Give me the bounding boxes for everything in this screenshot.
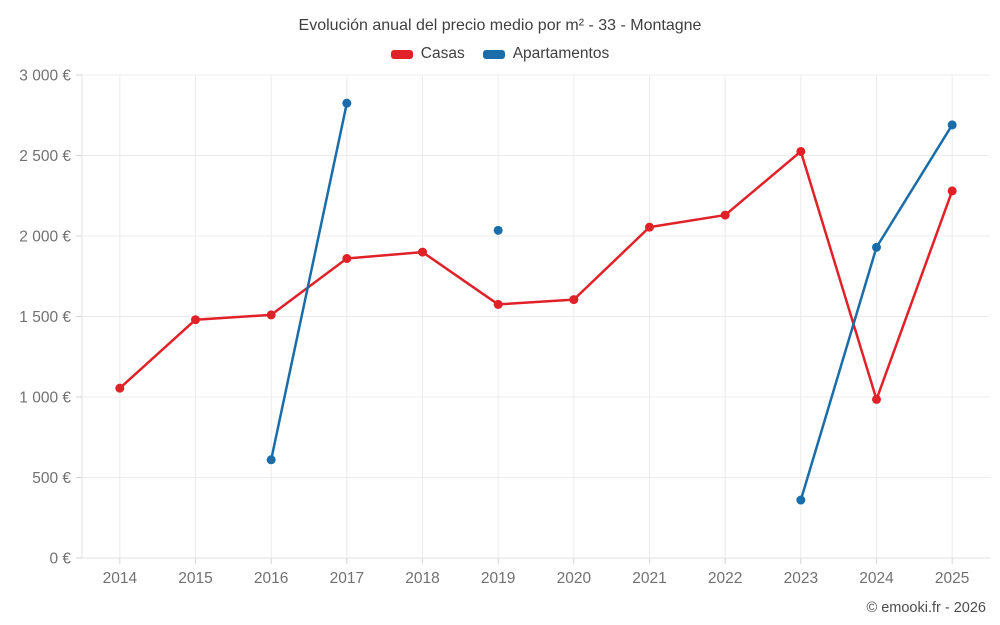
series-line-casas [496, 298, 576, 306]
apartamentos-series-swatch-icon [482, 49, 505, 59]
x-axis-tick-label: 2015 [178, 570, 212, 587]
legend-item-apartamentos[interactable]: Apartamentos [482, 45, 610, 63]
data-point-casas-2020[interactable] [569, 295, 579, 305]
series-line-casas [421, 250, 500, 306]
data-point-casas-2021[interactable] [645, 222, 654, 232]
data-point-casas-2014[interactable] [115, 383, 125, 393]
x-axis-tick-label: 2021 [632, 570, 666, 587]
data-point-casas-2019[interactable] [493, 299, 503, 309]
x-axis-tick-label: 2014 [103, 570, 138, 587]
chart-title: Evolución anual del precio medio por m² … [298, 17, 702, 34]
data-point-apartamentos-2016[interactable] [266, 455, 276, 465]
series-line-casas [648, 213, 727, 229]
series-line-casas [345, 250, 424, 260]
x-axis-tick-label: 2019 [481, 570, 515, 587]
data-point-casas-2016[interactable] [266, 310, 276, 320]
data-point-apartamentos-2024[interactable] [872, 242, 881, 252]
data-point-casas-2018[interactable] [418, 247, 427, 257]
series-line-casas [118, 318, 197, 390]
legend-label-apartamentos: Apartamentos [512, 45, 610, 62]
series-line-casas [875, 189, 954, 401]
series-line-apartamentos [799, 246, 878, 502]
series-line-apartamentos [875, 123, 954, 249]
series-line-casas [723, 150, 803, 217]
data-point-casas-2017[interactable] [342, 254, 352, 264]
y-axis-tick-label: 1 500 € [19, 309, 71, 326]
legend-label-casas: Casas [420, 45, 465, 62]
series-line-apartamentos [269, 101, 349, 462]
casas-series-swatch-icon [390, 49, 413, 59]
x-axis-tick-label: 2017 [330, 570, 364, 587]
x-axis-tick-label: 2023 [784, 570, 818, 587]
y-axis-tick-label: 2 000 € [19, 229, 71, 246]
data-point-apartamentos-2017[interactable] [342, 98, 352, 108]
data-point-casas-2015[interactable] [191, 315, 200, 325]
x-axis-tick-label: 2025 [935, 570, 969, 587]
x-axis-tick-label: 2022 [708, 570, 742, 587]
data-point-casas-2025[interactable] [947, 186, 957, 196]
x-axis-tick-label: 2016 [254, 570, 288, 587]
y-axis-tick-label: 0 € [49, 551, 71, 568]
data-point-apartamentos-2019[interactable] [493, 225, 503, 235]
series-line-casas [799, 150, 878, 401]
y-axis-tick-label: 500 € [32, 470, 71, 487]
data-point-casas-2024[interactable] [872, 394, 881, 404]
x-axis-tick-label: 2020 [557, 570, 592, 587]
x-axis-tick-label: 2024 [859, 570, 894, 587]
legend-item-casas[interactable]: Casas [390, 45, 465, 63]
data-point-casas-2022[interactable] [720, 210, 730, 220]
data-point-apartamentos-2025[interactable] [947, 120, 957, 130]
data-point-apartamentos-2023[interactable] [796, 495, 806, 505]
data-point-casas-2023[interactable] [796, 146, 806, 156]
legend: Casas Apartamentos [0, 45, 1000, 63]
series-line-casas [572, 225, 651, 301]
y-axis-tick-label: 3 000 € [19, 68, 71, 85]
x-axis-tick-label: 2018 [405, 570, 439, 587]
y-axis-tick-label: 1 000 € [19, 390, 71, 407]
y-axis-tick-label: 2 500 € [19, 148, 71, 165]
credit-text: © emooki.fr - 2026 [866, 600, 986, 616]
series-line-casas [194, 313, 273, 321]
